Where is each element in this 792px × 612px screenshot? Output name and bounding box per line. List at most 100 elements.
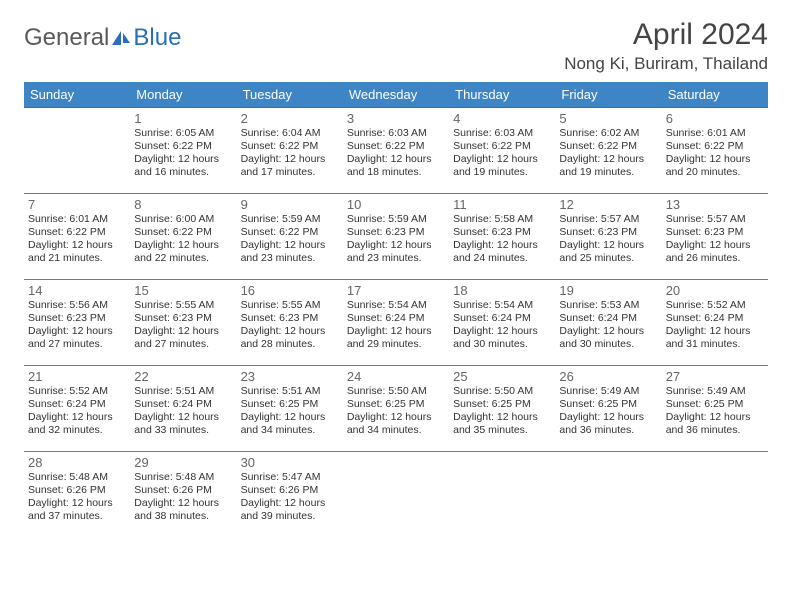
- day-number: 13: [666, 197, 764, 212]
- day-details: Sunrise: 5:49 AMSunset: 6:25 PMDaylight:…: [559, 385, 657, 438]
- day-number: 17: [347, 283, 445, 298]
- calendar-cell: 16Sunrise: 5:55 AMSunset: 6:23 PMDayligh…: [237, 280, 343, 366]
- day-details: Sunrise: 5:51 AMSunset: 6:24 PMDaylight:…: [134, 385, 232, 438]
- day-details: Sunrise: 6:04 AMSunset: 6:22 PMDaylight:…: [241, 127, 339, 180]
- calendar-cell: 5Sunrise: 6:02 AMSunset: 6:22 PMDaylight…: [555, 108, 661, 194]
- weekday-header: Monday: [130, 82, 236, 108]
- calendar-cell: 9Sunrise: 5:59 AMSunset: 6:22 PMDaylight…: [237, 194, 343, 280]
- day-details: Sunrise: 5:55 AMSunset: 6:23 PMDaylight:…: [134, 299, 232, 352]
- day-details: Sunrise: 5:48 AMSunset: 6:26 PMDaylight:…: [28, 471, 126, 524]
- calendar-cell: [449, 452, 555, 538]
- day-details: Sunrise: 5:50 AMSunset: 6:25 PMDaylight:…: [453, 385, 551, 438]
- day-number: 2: [241, 111, 339, 126]
- day-details: Sunrise: 5:57 AMSunset: 6:23 PMDaylight:…: [559, 213, 657, 266]
- calendar-table: Sunday Monday Tuesday Wednesday Thursday…: [24, 82, 768, 538]
- day-number: 23: [241, 369, 339, 384]
- calendar-cell: [662, 452, 768, 538]
- calendar-cell: 11Sunrise: 5:58 AMSunset: 6:23 PMDayligh…: [449, 194, 555, 280]
- calendar-cell: 7Sunrise: 6:01 AMSunset: 6:22 PMDaylight…: [24, 194, 130, 280]
- logo-word1: General: [24, 24, 109, 52]
- day-number: 12: [559, 197, 657, 212]
- weekday-header: Wednesday: [343, 82, 449, 108]
- calendar-cell: 28Sunrise: 5:48 AMSunset: 6:26 PMDayligh…: [24, 452, 130, 538]
- calendar-row: 21Sunrise: 5:52 AMSunset: 6:24 PMDayligh…: [24, 366, 768, 452]
- calendar-body: 1Sunrise: 6:05 AMSunset: 6:22 PMDaylight…: [24, 108, 768, 538]
- day-details: Sunrise: 6:02 AMSunset: 6:22 PMDaylight:…: [559, 127, 657, 180]
- day-details: Sunrise: 5:52 AMSunset: 6:24 PMDaylight:…: [28, 385, 126, 438]
- day-number: 21: [28, 369, 126, 384]
- calendar-cell: [24, 108, 130, 194]
- weekday-header: Sunday: [24, 82, 130, 108]
- calendar-cell: 17Sunrise: 5:54 AMSunset: 6:24 PMDayligh…: [343, 280, 449, 366]
- day-details: Sunrise: 5:58 AMSunset: 6:23 PMDaylight:…: [453, 213, 551, 266]
- calendar-cell: 29Sunrise: 5:48 AMSunset: 6:26 PMDayligh…: [130, 452, 236, 538]
- day-details: Sunrise: 6:01 AMSunset: 6:22 PMDaylight:…: [666, 127, 764, 180]
- day-details: Sunrise: 5:59 AMSunset: 6:22 PMDaylight:…: [241, 213, 339, 266]
- weekday-header: Thursday: [449, 82, 555, 108]
- day-number: 14: [28, 283, 126, 298]
- calendar-cell: 19Sunrise: 5:53 AMSunset: 6:24 PMDayligh…: [555, 280, 661, 366]
- day-number: 8: [134, 197, 232, 212]
- day-number: 19: [559, 283, 657, 298]
- weekday-header: Tuesday: [237, 82, 343, 108]
- day-details: Sunrise: 5:54 AMSunset: 6:24 PMDaylight:…: [453, 299, 551, 352]
- day-details: Sunrise: 5:47 AMSunset: 6:26 PMDaylight:…: [241, 471, 339, 524]
- day-number: 18: [453, 283, 551, 298]
- day-number: 20: [666, 283, 764, 298]
- day-number: 7: [28, 197, 126, 212]
- day-details: Sunrise: 5:57 AMSunset: 6:23 PMDaylight:…: [666, 213, 764, 266]
- day-details: Sunrise: 5:48 AMSunset: 6:26 PMDaylight:…: [134, 471, 232, 524]
- day-details: Sunrise: 5:54 AMSunset: 6:24 PMDaylight:…: [347, 299, 445, 352]
- calendar-cell: 26Sunrise: 5:49 AMSunset: 6:25 PMDayligh…: [555, 366, 661, 452]
- day-details: Sunrise: 5:50 AMSunset: 6:25 PMDaylight:…: [347, 385, 445, 438]
- calendar-cell: 6Sunrise: 6:01 AMSunset: 6:22 PMDaylight…: [662, 108, 768, 194]
- calendar-cell: 1Sunrise: 6:05 AMSunset: 6:22 PMDaylight…: [130, 108, 236, 194]
- logo: GeneralBlue: [24, 24, 181, 52]
- day-number: 26: [559, 369, 657, 384]
- calendar-cell: 27Sunrise: 5:49 AMSunset: 6:25 PMDayligh…: [662, 366, 768, 452]
- calendar-cell: [555, 452, 661, 538]
- calendar-cell: 25Sunrise: 5:50 AMSunset: 6:25 PMDayligh…: [449, 366, 555, 452]
- calendar-cell: 22Sunrise: 5:51 AMSunset: 6:24 PMDayligh…: [130, 366, 236, 452]
- logo-triangle-icon: [112, 31, 121, 45]
- calendar-cell: 30Sunrise: 5:47 AMSunset: 6:26 PMDayligh…: [237, 452, 343, 538]
- day-number: 30: [241, 455, 339, 470]
- weekday-header: Friday: [555, 82, 661, 108]
- day-details: Sunrise: 5:53 AMSunset: 6:24 PMDaylight:…: [559, 299, 657, 352]
- calendar-cell: 21Sunrise: 5:52 AMSunset: 6:24 PMDayligh…: [24, 366, 130, 452]
- calendar-cell: 20Sunrise: 5:52 AMSunset: 6:24 PMDayligh…: [662, 280, 768, 366]
- title-block: April 2024 Nong Ki, Buriram, Thailand: [564, 18, 768, 74]
- day-details: Sunrise: 5:55 AMSunset: 6:23 PMDaylight:…: [241, 299, 339, 352]
- calendar-cell: 2Sunrise: 6:04 AMSunset: 6:22 PMDaylight…: [237, 108, 343, 194]
- calendar-cell: 24Sunrise: 5:50 AMSunset: 6:25 PMDayligh…: [343, 366, 449, 452]
- day-number: 5: [559, 111, 657, 126]
- calendar-cell: 13Sunrise: 5:57 AMSunset: 6:23 PMDayligh…: [662, 194, 768, 280]
- calendar-cell: 4Sunrise: 6:03 AMSunset: 6:22 PMDaylight…: [449, 108, 555, 194]
- weekday-header-row: Sunday Monday Tuesday Wednesday Thursday…: [24, 82, 768, 108]
- day-details: Sunrise: 5:49 AMSunset: 6:25 PMDaylight:…: [666, 385, 764, 438]
- day-number: 1: [134, 111, 232, 126]
- day-number: 3: [347, 111, 445, 126]
- day-details: Sunrise: 6:03 AMSunset: 6:22 PMDaylight:…: [347, 127, 445, 180]
- logo-triangle2-icon: [123, 33, 130, 43]
- day-number: 10: [347, 197, 445, 212]
- calendar-row: 28Sunrise: 5:48 AMSunset: 6:26 PMDayligh…: [24, 452, 768, 538]
- day-details: Sunrise: 5:59 AMSunset: 6:23 PMDaylight:…: [347, 213, 445, 266]
- day-number: 24: [347, 369, 445, 384]
- calendar-cell: 23Sunrise: 5:51 AMSunset: 6:25 PMDayligh…: [237, 366, 343, 452]
- calendar-row: 1Sunrise: 6:05 AMSunset: 6:22 PMDaylight…: [24, 108, 768, 194]
- calendar-row: 14Sunrise: 5:56 AMSunset: 6:23 PMDayligh…: [24, 280, 768, 366]
- location: Nong Ki, Buriram, Thailand: [564, 54, 768, 74]
- day-number: 27: [666, 369, 764, 384]
- calendar-cell: 3Sunrise: 6:03 AMSunset: 6:22 PMDaylight…: [343, 108, 449, 194]
- day-details: Sunrise: 6:03 AMSunset: 6:22 PMDaylight:…: [453, 127, 551, 180]
- day-number: 25: [453, 369, 551, 384]
- month-title: April 2024: [564, 18, 768, 52]
- weekday-header: Saturday: [662, 82, 768, 108]
- day-number: 28: [28, 455, 126, 470]
- calendar-cell: 12Sunrise: 5:57 AMSunset: 6:23 PMDayligh…: [555, 194, 661, 280]
- day-details: Sunrise: 6:01 AMSunset: 6:22 PMDaylight:…: [28, 213, 126, 266]
- day-details: Sunrise: 5:51 AMSunset: 6:25 PMDaylight:…: [241, 385, 339, 438]
- day-number: 11: [453, 197, 551, 212]
- calendar-cell: 18Sunrise: 5:54 AMSunset: 6:24 PMDayligh…: [449, 280, 555, 366]
